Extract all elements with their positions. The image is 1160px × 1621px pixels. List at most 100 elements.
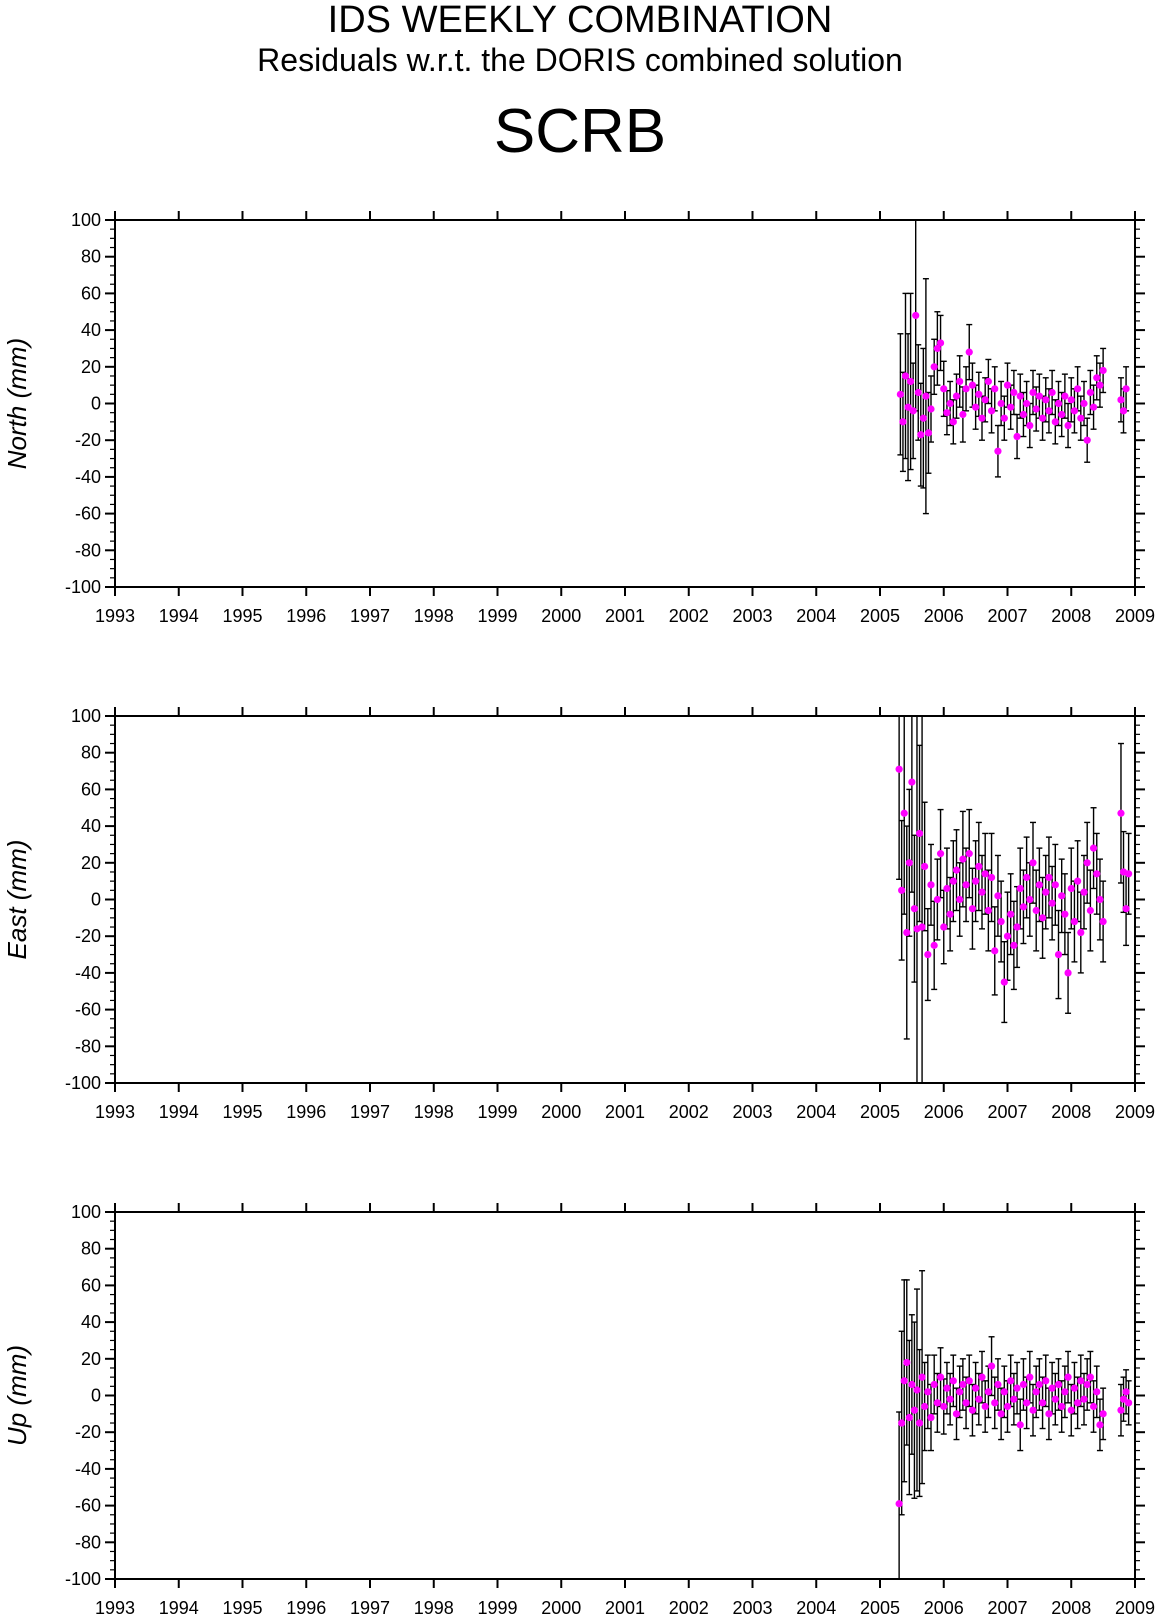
- data-point: [1083, 1380, 1091, 1389]
- data-point: [984, 1388, 992, 1396]
- data-point: [1067, 396, 1075, 404]
- data-point: [1117, 809, 1125, 817]
- data-point: [984, 906, 992, 915]
- data-point: [1032, 405, 1040, 413]
- y-axis-label: North (mm): [2, 338, 32, 469]
- data-point: [1064, 421, 1072, 430]
- data-point: [949, 1377, 957, 1385]
- data-point: [1083, 859, 1091, 867]
- data-point: [901, 372, 910, 380]
- data-point: [1093, 1388, 1101, 1396]
- data-point: [903, 1358, 911, 1367]
- data-point: [1070, 917, 1079, 926]
- data-point: [907, 377, 915, 386]
- y-tick-label: -60: [75, 1000, 101, 1020]
- data-point: [917, 431, 925, 439]
- x-tick-label: 2003: [732, 1102, 772, 1122]
- x-tick-label: 2008: [1051, 1102, 1091, 1122]
- x-tick-label: 1998: [414, 1102, 454, 1122]
- data-point: [962, 1399, 970, 1407]
- station-name: SCRB: [493, 97, 667, 166]
- x-tick-label: 1998: [414, 1598, 454, 1618]
- x-tick-label: 1997: [350, 1598, 390, 1618]
- data-point: [1070, 407, 1079, 415]
- data-point: [952, 866, 961, 874]
- data-point: [959, 1380, 967, 1389]
- data-point: [994, 447, 1002, 455]
- data-point: [924, 1388, 932, 1396]
- data-point: [1080, 1395, 1088, 1403]
- data-point: [1000, 978, 1008, 986]
- data-point: [1010, 1395, 1018, 1403]
- x-tick-label: 1998: [414, 606, 454, 626]
- data-point: [946, 399, 954, 408]
- data-point: [921, 862, 929, 871]
- data-point: [972, 877, 980, 885]
- data-point: [987, 1362, 996, 1370]
- data-point: [1074, 877, 1082, 885]
- x-tick-label: 2003: [732, 606, 772, 626]
- data-point: [918, 923, 926, 931]
- data-point: [1122, 905, 1130, 913]
- y-tick-label: 80: [81, 743, 101, 763]
- data-point: [968, 381, 977, 389]
- data-point: [943, 884, 951, 893]
- data-point: [909, 407, 917, 415]
- y-tick-label: 0: [91, 1386, 101, 1406]
- data-point: [1010, 388, 1018, 397]
- y-tick-label: -80: [75, 1036, 101, 1056]
- data-point: [978, 888, 986, 896]
- data-point: [997, 1410, 1005, 1418]
- x-tick-label: 2006: [924, 606, 964, 626]
- chart-subtitle: Residuals w.r.t. the DORIS combined solu…: [257, 42, 903, 78]
- x-tick-label: 1997: [350, 606, 390, 626]
- data-point: [975, 1395, 983, 1403]
- data-point: [1119, 1395, 1128, 1403]
- y-tick-label: -40: [75, 963, 101, 983]
- data-point: [1007, 1377, 1015, 1385]
- data-point: [1119, 407, 1128, 415]
- data-point: [930, 363, 938, 371]
- data-point: [981, 1402, 989, 1411]
- data-point: [918, 1373, 926, 1381]
- data-point: [1089, 403, 1098, 411]
- x-tick-label: 1995: [222, 606, 262, 626]
- data-point: [972, 1384, 980, 1392]
- data-point: [956, 895, 964, 904]
- y-tick-label: -20: [75, 1422, 101, 1442]
- data-point: [1125, 1399, 1133, 1407]
- data-point: [1003, 932, 1012, 940]
- data-point: [997, 399, 1005, 408]
- data-point: [927, 1413, 935, 1422]
- data-point: [1054, 1380, 1063, 1389]
- data-point: [908, 778, 916, 786]
- y-tick-label: 60: [81, 779, 101, 799]
- data-point: [991, 947, 999, 955]
- data-point: [952, 1410, 961, 1418]
- y-tick-label: 80: [81, 1239, 101, 1259]
- data-point: [949, 418, 957, 426]
- data-point: [1125, 870, 1133, 878]
- x-tick-label: 2000: [541, 606, 581, 626]
- x-tick-label: 1997: [350, 1102, 390, 1122]
- data-point: [1048, 899, 1056, 907]
- data-point: [899, 418, 907, 426]
- x-tick-label: 2008: [1051, 606, 1091, 626]
- data-point: [997, 917, 1005, 926]
- data-point: [968, 905, 977, 913]
- data-point: [1074, 385, 1082, 393]
- data-point: [943, 1384, 951, 1392]
- data-point: [956, 377, 964, 386]
- data-point: [1096, 895, 1104, 904]
- data-point: [978, 1373, 986, 1381]
- data-point: [1061, 910, 1069, 918]
- data-point: [896, 390, 905, 398]
- y-tick-label: -80: [75, 540, 101, 560]
- data-point: [1016, 392, 1024, 400]
- y-tick-label: -100: [65, 577, 101, 597]
- data-point: [1086, 1373, 1094, 1381]
- y-tick-label: -80: [75, 1532, 101, 1552]
- data-point: [1086, 388, 1094, 397]
- data-point: [912, 311, 920, 320]
